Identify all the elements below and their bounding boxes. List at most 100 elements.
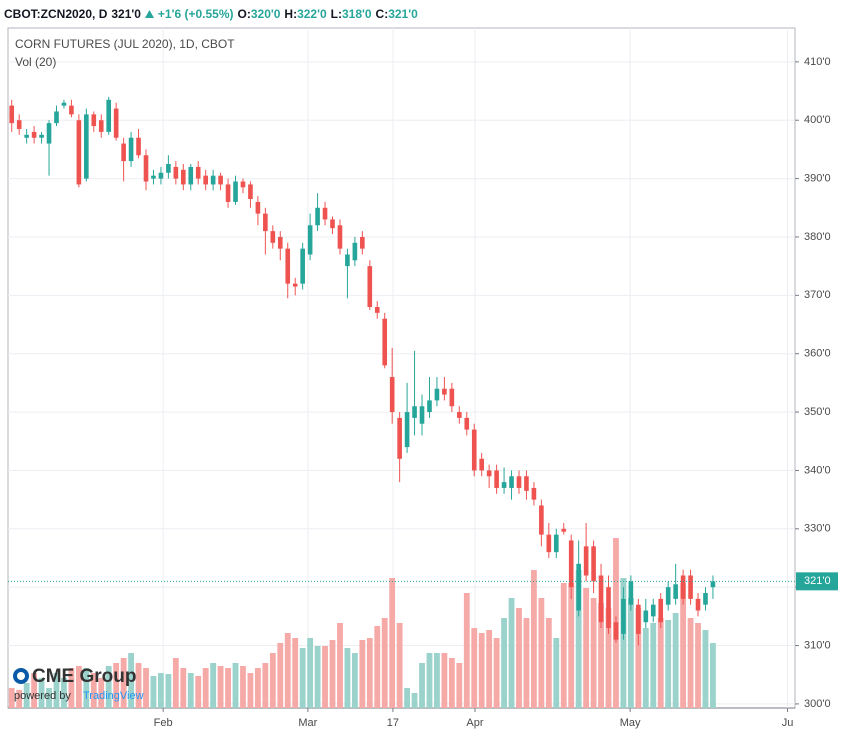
volume-bar — [501, 618, 507, 708]
candle-body — [225, 184, 231, 202]
candle-body — [233, 181, 238, 202]
volume-bar — [232, 663, 239, 708]
candle-body — [568, 540, 574, 588]
price: 321'0 — [111, 7, 141, 21]
candle-body — [285, 248, 291, 284]
volume-bar — [441, 653, 448, 708]
volume-bar — [128, 653, 134, 708]
candle-body — [553, 534, 559, 553]
candle-body — [210, 175, 216, 185]
volume-bar — [598, 603, 604, 708]
volume-bar — [448, 658, 455, 708]
candle-body — [457, 412, 462, 418]
volume-bar — [210, 663, 217, 708]
candle-body — [695, 598, 701, 611]
logo: CME Group powered by TradingView — [13, 666, 144, 702]
candle-body — [561, 528, 567, 532]
candle-body — [263, 213, 268, 232]
y-tick-label: 410'0 — [804, 56, 831, 68]
candle-body — [128, 137, 134, 162]
symbol: CBOT:ZCN2020, D — [4, 7, 108, 21]
volume-bar — [635, 608, 642, 708]
volume-bar — [650, 623, 657, 708]
candle-body — [539, 505, 544, 535]
volume-bar — [16, 690, 23, 708]
last-price-box — [796, 572, 838, 591]
candle-body — [143, 155, 149, 182]
candle-body — [598, 575, 604, 623]
volume-bar — [478, 633, 485, 708]
volume-bar — [90, 673, 97, 708]
volume-bar — [344, 648, 351, 708]
candle-body — [106, 99, 112, 132]
volume-bar — [426, 653, 433, 708]
volume-label: Vol (20) — [15, 55, 56, 69]
volume-bar — [329, 640, 336, 708]
volume-bar — [434, 653, 440, 708]
volume-bar — [8, 688, 15, 708]
volume-bar — [560, 583, 567, 708]
volume-bar — [381, 618, 388, 708]
candle-body — [151, 175, 156, 179]
candle-body — [270, 231, 276, 243]
x-tick-label: Mar — [298, 717, 317, 729]
candle-body — [494, 470, 499, 488]
candle-body — [240, 181, 246, 188]
volume-bar — [61, 678, 67, 708]
candle-body — [337, 225, 343, 249]
candle-body — [382, 318, 388, 366]
candle-body — [628, 581, 634, 605]
close-value: 321'0 — [388, 7, 418, 21]
volume-bar — [404, 688, 411, 708]
volume-bar — [75, 666, 82, 708]
candle-body — [195, 166, 201, 179]
volume-bar — [68, 668, 75, 708]
candle-body — [643, 610, 649, 623]
change: +1'6 (+0.55%) — [157, 7, 234, 21]
volume-bar — [143, 668, 149, 708]
candle-body — [397, 417, 402, 459]
candle-body — [218, 175, 223, 185]
volume-bar — [508, 598, 515, 708]
y-tick-label: 390'0 — [804, 172, 831, 184]
close-label: C: — [375, 7, 389, 21]
volume-bar — [23, 683, 30, 708]
volume-bar — [299, 648, 306, 708]
candle-body — [352, 242, 358, 261]
y-tick-label: 350'0 — [804, 406, 831, 418]
volume-bar — [493, 638, 500, 708]
volume-bar — [523, 618, 530, 708]
candle-body — [636, 604, 641, 634]
volume-bar — [486, 630, 493, 708]
volume-bar — [284, 633, 291, 708]
high-label: H: — [284, 7, 298, 21]
volume-bar — [687, 618, 694, 708]
candle-body — [188, 166, 194, 185]
candle-body — [315, 207, 320, 226]
y-tick-label: 370'0 — [804, 289, 831, 301]
candle-body — [449, 388, 455, 407]
volume-bar — [642, 628, 649, 708]
y-tick-label: 340'0 — [804, 464, 831, 476]
candle-body — [9, 105, 15, 124]
candle-body — [516, 476, 522, 488]
low-value: 318'0 — [341, 7, 372, 21]
volume-bar — [322, 646, 328, 708]
candle-body — [39, 134, 44, 138]
candle-body — [166, 164, 171, 173]
volume-bar — [389, 578, 396, 708]
candle-body — [113, 108, 119, 138]
candle-body — [173, 166, 179, 179]
volume-bar — [150, 676, 157, 708]
candle-body — [374, 307, 380, 313]
candle-body — [583, 546, 589, 576]
volume-bar — [553, 638, 560, 708]
volume-bar — [225, 668, 231, 708]
candle-body — [367, 266, 373, 308]
volume-bar — [277, 643, 284, 708]
volume-bar — [187, 673, 194, 708]
candle-body — [98, 120, 104, 132]
volume-bar — [202, 668, 209, 708]
